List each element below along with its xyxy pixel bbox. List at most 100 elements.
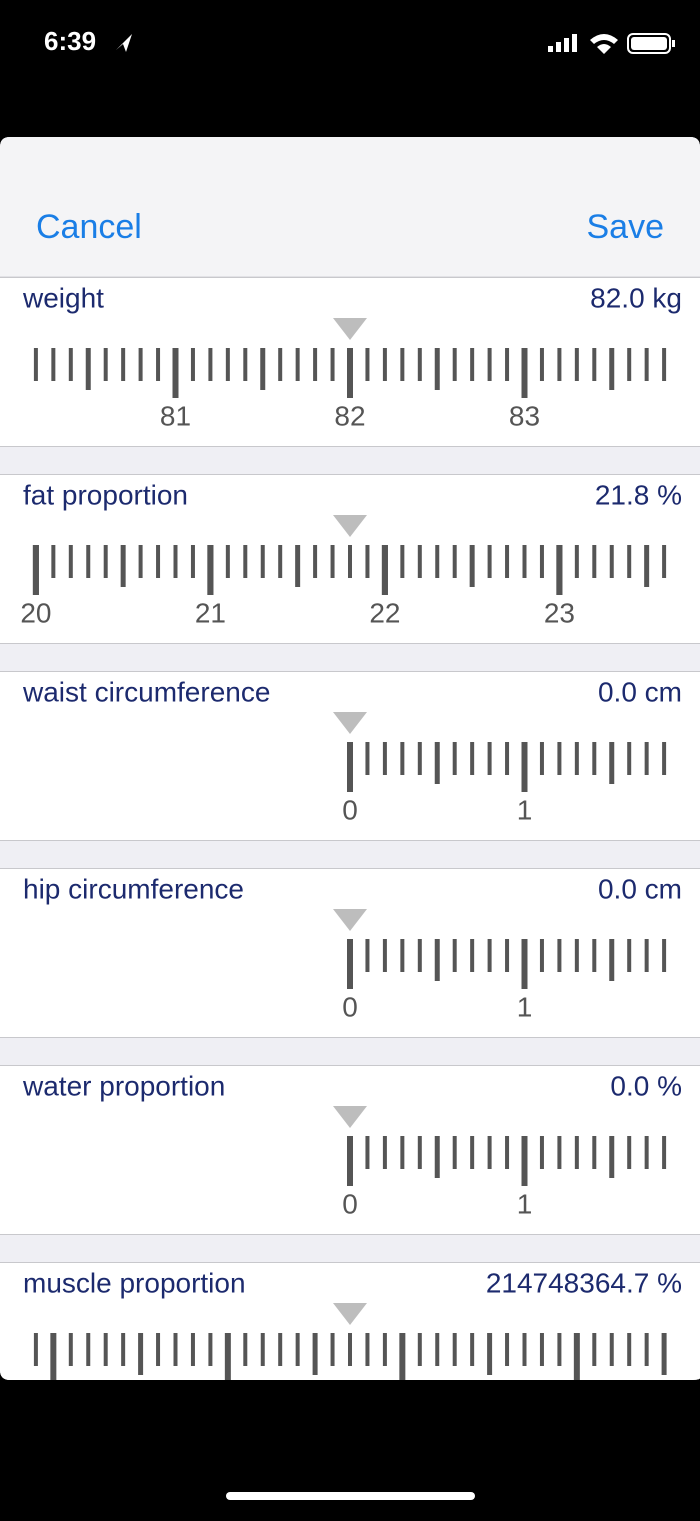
wifi-icon xyxy=(590,34,618,54)
value-pointer xyxy=(333,515,367,537)
ruler-tick xyxy=(434,742,440,784)
ruler-tick xyxy=(365,545,370,578)
ruler-tick xyxy=(243,348,248,381)
ruler-tick-label: 1 xyxy=(517,991,533,1022)
ruler-tick-label: 20 xyxy=(20,597,51,628)
status-time: 6:39 xyxy=(44,26,96,56)
ruler-tick xyxy=(557,939,562,972)
ruler-tick xyxy=(452,1136,457,1169)
ruler-tick xyxy=(539,742,544,775)
measurement-row[interactable]: muscle proportion 214748364.7 % xyxy=(0,1262,700,1432)
ruler-tick-label: 82 xyxy=(334,400,365,431)
ruler-tick xyxy=(627,939,632,972)
battery-tip xyxy=(672,40,675,47)
ruler-tick xyxy=(505,1136,510,1169)
row-label: muscle proportion xyxy=(23,1267,246,1298)
ruler-tick xyxy=(539,939,544,972)
ruler-tick xyxy=(505,348,510,381)
ruler-major-tick xyxy=(347,348,353,398)
ruler-major-tick xyxy=(521,939,528,989)
measurement-row[interactable]: fat proportion 21.8 % 20 21 22 23 xyxy=(0,474,700,644)
ruler-major-tick xyxy=(172,348,179,398)
ruler-tick xyxy=(609,348,615,390)
ruler-tick xyxy=(243,1333,248,1366)
ruler-major-tick xyxy=(347,1136,353,1186)
cancel-button[interactable]: Cancel xyxy=(36,208,142,246)
ruler-tick-label: 21 xyxy=(195,597,226,628)
measurement-row[interactable]: water proportion 0.0 % 0 1 xyxy=(0,1065,700,1235)
ruler-tick xyxy=(592,939,597,972)
ruler-tick xyxy=(417,545,422,578)
ruler-tick xyxy=(644,1136,649,1169)
ruler-tick xyxy=(574,742,579,775)
ruler-tick xyxy=(382,1333,387,1366)
ruler-tick xyxy=(278,545,283,578)
ruler-major-tick xyxy=(347,742,353,792)
ruler-tick xyxy=(330,348,335,381)
ruler-tick xyxy=(121,1333,126,1366)
home-indicator xyxy=(226,1492,475,1500)
row-label: fat proportion xyxy=(23,479,188,510)
ruler-tick xyxy=(522,545,527,578)
ruler-tick xyxy=(348,1333,352,1366)
ruler-tick xyxy=(434,1136,440,1178)
value-pointer xyxy=(333,1106,367,1128)
ruler-tick xyxy=(312,1333,318,1375)
ruler-tick xyxy=(173,1333,178,1366)
ruler-tick xyxy=(609,742,615,784)
ruler-tick xyxy=(103,1333,108,1366)
ruler-tick xyxy=(225,348,230,381)
ruler-tick xyxy=(627,348,632,381)
ruler-tick xyxy=(470,1333,475,1366)
ruler-tick xyxy=(452,939,457,972)
ruler-major-tick xyxy=(207,545,214,595)
measurement-row[interactable]: hip circumference 0.0 cm 0 1 xyxy=(0,868,700,1038)
ruler-tick xyxy=(539,545,544,578)
ruler-tick xyxy=(452,1333,457,1366)
ruler-tick xyxy=(190,348,195,381)
ruler-tick xyxy=(434,348,440,390)
ruler-tick xyxy=(539,348,544,381)
ruler-tick xyxy=(505,742,510,775)
measurement-row[interactable]: weight 82.0 kg 81 82 83 xyxy=(0,277,700,447)
row-value: 214748364.7 % xyxy=(486,1267,682,1298)
measurement-row[interactable]: waist circumference 0.0 cm 0 1 xyxy=(0,671,700,841)
ruler-major-tick xyxy=(556,545,563,595)
ruler-tick xyxy=(260,545,265,578)
ruler-tick xyxy=(260,348,266,390)
save-button[interactable]: Save xyxy=(587,208,665,246)
ruler-tick xyxy=(400,939,405,972)
ruler-tick xyxy=(382,348,387,381)
ruler-tick-label: 81 xyxy=(160,400,191,431)
row-value: 21.8 % xyxy=(595,479,682,510)
ruler-tick xyxy=(539,1333,544,1366)
ruler-tick xyxy=(260,1333,265,1366)
ruler-tick xyxy=(452,545,457,578)
ruler-tick xyxy=(505,939,510,972)
ruler-tick xyxy=(208,348,213,381)
ruler-tick xyxy=(138,545,143,578)
ruler-tick xyxy=(470,742,475,775)
ruler-tick xyxy=(435,545,440,578)
ruler-tick xyxy=(103,545,108,578)
ruler-tick xyxy=(470,939,475,972)
row-label: waist circumference xyxy=(22,676,270,707)
ruler-tick xyxy=(68,1333,73,1366)
ruler-tick xyxy=(348,545,352,578)
battery-icon xyxy=(627,33,671,54)
ruler-tick xyxy=(574,348,579,381)
ruler-tick xyxy=(487,348,492,381)
ruler-tick xyxy=(138,1333,144,1375)
ruler-tick xyxy=(190,545,195,578)
ruler-tick xyxy=(120,545,126,587)
ruler-tick xyxy=(190,1333,195,1366)
ruler-tick xyxy=(50,1333,57,1380)
ruler-tick xyxy=(400,348,405,381)
ruler-tick xyxy=(33,348,38,381)
ruler-tick xyxy=(156,545,161,578)
ruler-tick xyxy=(487,742,492,775)
ruler-tick xyxy=(609,939,615,981)
row-label: hip circumference xyxy=(23,873,244,904)
ruler-tick xyxy=(33,1333,38,1366)
ruler-tick xyxy=(522,1333,527,1366)
